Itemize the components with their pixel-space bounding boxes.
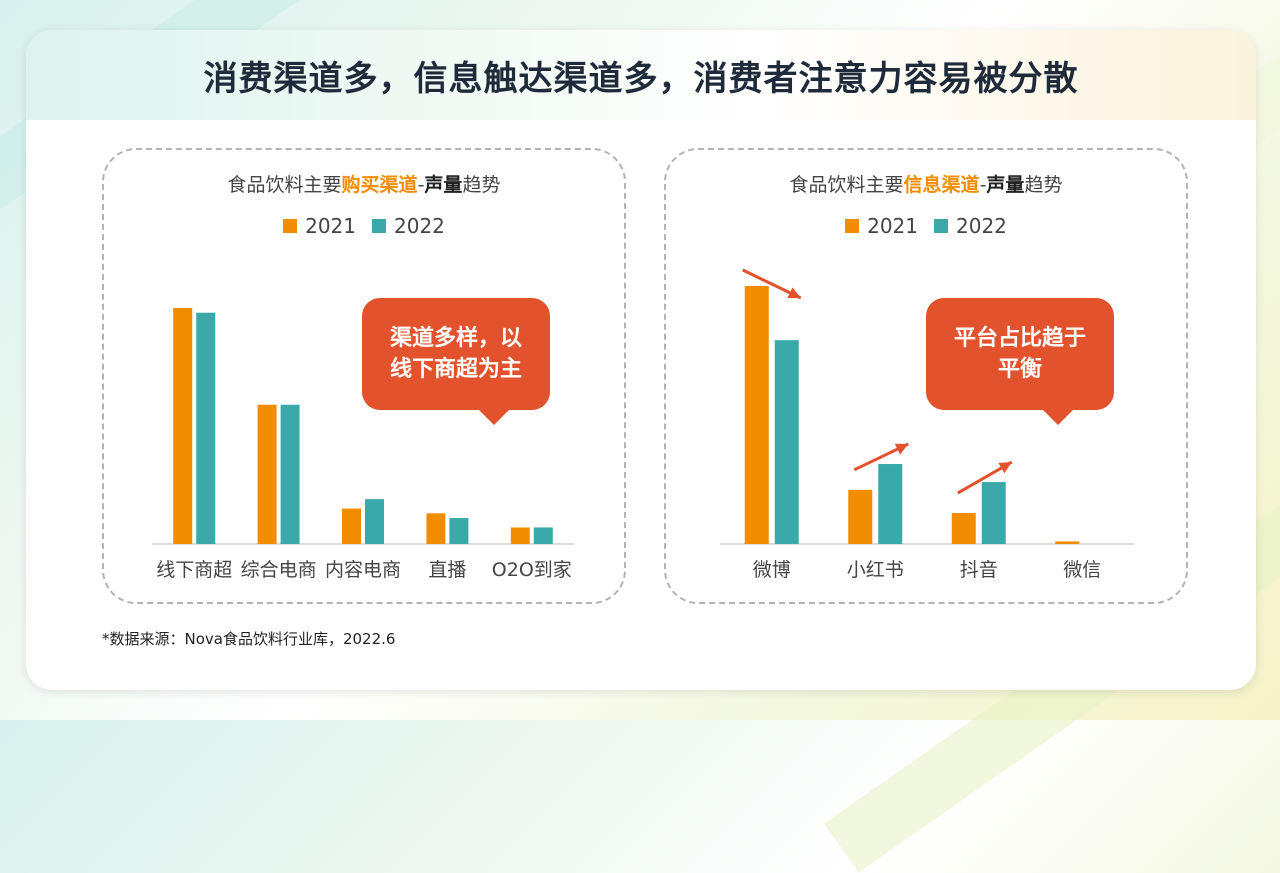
category-label: 微博 — [753, 559, 791, 581]
panel-title-suffix: 趋势 — [462, 174, 501, 196]
bar-2022-小红书 — [878, 464, 903, 544]
callout-bubble: 渠道多样，以 线下商超为主 — [362, 298, 550, 425]
data-source-note: *数据来源：Nova食品饮料行业库，2022.6 — [102, 630, 396, 648]
legend-item-2021: 2021 — [845, 214, 918, 238]
category-label: 小红书 — [847, 559, 904, 581]
legend-swatch-2022 — [372, 219, 386, 233]
bar-2022-内容电商 — [365, 499, 384, 544]
category-label: 内容电商 — [325, 559, 401, 581]
bar-2021-微信 — [1055, 541, 1080, 544]
slide-title: 消费渠道多，信息触达渠道多，消费者注意力容易被分散 — [203, 58, 1079, 99]
trend-arrow-head — [998, 462, 1012, 474]
callout-line-1: 渠道多样，以 — [389, 326, 522, 351]
panel-title-prefix: 食品饮料主要 — [789, 174, 904, 196]
chart-legend: 2021 2022 — [104, 214, 624, 238]
callout-line-2: 线下商超为主 — [389, 357, 522, 382]
legend-label-2021: 2021 — [305, 214, 356, 238]
bar-2021-抖音 — [951, 513, 976, 544]
panel-title-dash: - — [417, 174, 425, 196]
bar-2021-O2O到家 — [510, 527, 530, 544]
panel-title: 食品饮料主要购买渠道-声量趋势 — [104, 170, 624, 197]
bar-2022-直播 — [449, 518, 469, 544]
category-label: 线下商超 — [156, 559, 232, 581]
callout-line-2: 平衡 — [997, 357, 1042, 382]
bar-2022-微博 — [774, 340, 799, 544]
bar-2021-小红书 — [848, 489, 873, 544]
panel-title-bold: 声量 — [986, 174, 1025, 196]
panel-title-suffix: 趋势 — [1024, 174, 1063, 196]
legend-swatch-2021 — [845, 219, 860, 233]
trend-arrow-head — [787, 287, 801, 299]
trend-arrow-head — [894, 443, 909, 455]
legend-item-2022: 2022 — [372, 214, 445, 238]
bar-2022-线下商超 — [196, 312, 216, 544]
purchase-channel-bar-chart: 线下商超 综合电商 内容电商 直播 O2O到家 — [152, 308, 574, 581]
legend-item-2022: 2022 — [934, 214, 1007, 238]
info-channel-bar-chart: 微博 小红书 抖音 微信 — [720, 268, 1134, 581]
panel-title-highlight: 信息渠道 — [903, 174, 980, 196]
legend-label-2022: 2022 — [394, 214, 445, 238]
bar-2021-综合电商 — [257, 404, 277, 544]
chart-legend: 2021 2022 — [666, 214, 1186, 238]
panel-title-highlight: 购买渠道 — [341, 174, 418, 196]
legend-swatch-2022 — [934, 219, 948, 233]
bar-2021-线下商超 — [173, 308, 193, 544]
bar-2022-抖音 — [981, 482, 1006, 544]
category-label: 综合电商 — [241, 559, 317, 581]
purchase-channel-panel: 食品饮料主要购买渠道-声量趋势 2021 2022 线下商超 综合电商 内容电商 直播… — [102, 148, 626, 604]
legend-label-2021: 2021 — [867, 214, 918, 238]
panel-title-prefix: 食品饮料主要 — [227, 174, 342, 196]
panel-title-dash: - — [979, 174, 987, 196]
bar-2021-直播 — [426, 513, 446, 544]
legend-swatch-2021 — [283, 219, 298, 233]
panel-title-bold: 声量 — [424, 174, 463, 196]
slide-header: 消费渠道多，信息触达渠道多，消费者注意力容易被分散 — [26, 30, 1256, 120]
legend-label-2022: 2022 — [956, 214, 1007, 238]
slide-card: 消费渠道多，信息触达渠道多，消费者注意力容易被分散 食品饮料主要购买渠道-声量趋… — [26, 30, 1256, 690]
info-channel-panel: 食品饮料主要信息渠道-声量趋势 2021 2022 微博 小红书 抖音 微信 平台占比… — [664, 148, 1188, 604]
callout-bubble: 平台占比趋于 平衡 — [926, 298, 1114, 425]
legend-item-2021: 2021 — [283, 214, 356, 238]
panel-title: 食品饮料主要信息渠道-声量趋势 — [666, 170, 1186, 197]
category-label: 抖音 — [960, 559, 998, 581]
bar-2022-O2O到家 — [533, 527, 553, 544]
callout-line-1: 平台占比趋于 — [953, 326, 1086, 351]
bar-2021-微博 — [744, 286, 769, 544]
category-label: 微信 — [1063, 559, 1101, 581]
category-label: O2O到家 — [492, 559, 572, 581]
bar-2022-综合电商 — [280, 404, 300, 544]
bar-2021-内容电商 — [342, 508, 361, 544]
category-label: 直播 — [428, 559, 466, 581]
